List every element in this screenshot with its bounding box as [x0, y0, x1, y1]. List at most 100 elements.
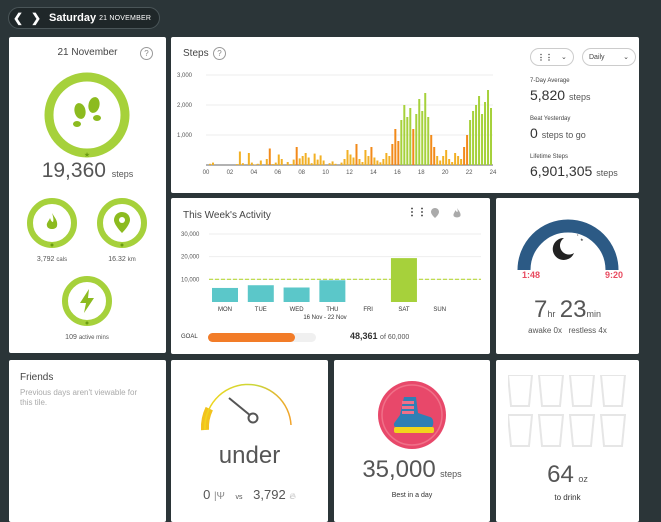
step-bar: [454, 153, 457, 165]
step-bar: [361, 162, 364, 165]
step-bar: [463, 147, 466, 165]
moon-icon: [552, 237, 574, 260]
x-tick-label: 22: [466, 170, 473, 176]
step-bar: [355, 144, 358, 165]
x-tick-label: 04: [250, 170, 257, 176]
step-bar: [268, 148, 271, 165]
active-minutes-ring[interactable]: [59, 273, 115, 329]
distance-unit: km: [127, 257, 136, 263]
summary-tile[interactable]: 21 November ? ★ 19,360 steps 3,792 cals …: [9, 37, 166, 353]
step-bar: [460, 159, 463, 165]
step-bar: [397, 141, 400, 165]
distance-value: 16.32: [108, 256, 126, 263]
next-day-button[interactable]: ❯: [27, 8, 45, 28]
footsteps-icon: [73, 97, 101, 127]
calorie-status: under: [218, 442, 281, 469]
sleep-start: 1:48: [522, 270, 541, 280]
period-select[interactable]: Daily ⌄: [582, 48, 636, 66]
x-tick-label: 08: [298, 170, 305, 176]
stat-unit: steps to go: [541, 130, 586, 140]
step-bar: [235, 164, 238, 165]
step-bar: [376, 160, 379, 165]
metric-select[interactable]: ⋮⋮ ⌄: [530, 48, 574, 66]
flame-icon: 🔥︎: [289, 491, 296, 501]
sleep-tile[interactable]: ★ • 1:48 9:20 7hr 23min awake 0x restless…: [496, 198, 639, 354]
step-bar: [445, 150, 448, 165]
stat-label: Lifetime Steps: [530, 154, 569, 160]
location-pin-icon[interactable]: [430, 207, 440, 219]
stat-value: 5,820: [530, 87, 566, 103]
step-bar: [253, 164, 256, 165]
y-tick-label: 10,000: [181, 277, 200, 283]
step-bar: [241, 163, 244, 165]
date-range-label: 16 Nov - 22 Nov: [303, 315, 346, 321]
step-bar: [274, 162, 277, 165]
water-glass-icon: [568, 375, 596, 407]
step-bar: [256, 163, 259, 165]
step-bar: [319, 155, 322, 165]
water-glasses[interactable]: [508, 375, 628, 455]
step-bar: [439, 160, 442, 165]
water-glass-icon: [508, 375, 534, 407]
y-tick-label: 2,000: [177, 103, 193, 109]
summary-date: 21 November: [57, 47, 118, 58]
step-bar: [307, 157, 310, 165]
stat-label: 7-Day Average: [530, 78, 570, 84]
food-plan-tile[interactable]: under 0 |Ψ vs 3,792 🔥︎: [171, 360, 328, 522]
stat-value: 0: [530, 125, 538, 141]
x-tick-label: 14: [370, 170, 377, 176]
friends-tile[interactable]: Friends Previous days aren't viewable fo…: [9, 360, 166, 522]
step-bar: [406, 117, 409, 165]
step-bar: [367, 156, 370, 165]
help-icon[interactable]: ?: [213, 47, 226, 60]
step-bar: [427, 117, 430, 165]
sleep-minutes: 23: [559, 296, 587, 323]
step-bar: [421, 111, 424, 165]
svg-text:★: ★: [84, 151, 90, 159]
steps-tile[interactable]: Steps ? 1,000 2,000 3,000 00 02 04 06 08 10 12 14 1…: [171, 37, 639, 193]
goal-label: GOAL: [181, 334, 198, 340]
footsteps-icon[interactable]: ⋮⋮: [407, 207, 427, 218]
step-bar: [352, 157, 355, 165]
week-activity-tile[interactable]: This Week's Activity ⋮⋮ 10,000 20,000 30,0…: [171, 198, 490, 354]
step-bar: [382, 159, 385, 165]
date-navigator: ❮ ❯ Saturday 21 NOVEMBER: [8, 7, 160, 29]
calories-ring[interactable]: [24, 195, 80, 251]
flame-icon[interactable]: [452, 207, 462, 219]
day-label: TUE: [255, 307, 267, 313]
footsteps-icon: ⋮⋮: [537, 52, 553, 62]
stat-label: Beat Yesterday: [530, 116, 571, 122]
best-day-tile[interactable]: 35,000 steps Best in a day: [334, 360, 490, 522]
step-bar: [448, 159, 451, 165]
step-bar: [316, 159, 319, 165]
svg-text:★: ★: [580, 237, 584, 242]
sleep-end: 9:20: [605, 270, 624, 280]
step-bar: [358, 159, 361, 165]
previous-day-button[interactable]: ❮: [9, 8, 27, 28]
day-label: THU: [326, 307, 338, 313]
step-bar: [391, 144, 394, 165]
step-bar: [481, 114, 484, 165]
x-tick-label: 02: [227, 170, 234, 176]
active-value: 109: [65, 334, 77, 341]
x-tick-label: 00: [203, 170, 210, 176]
sleep-gauge: ★•: [517, 219, 619, 271]
distance-ring[interactable]: [94, 195, 150, 251]
step-bar: [403, 105, 406, 165]
water-tile[interactable]: 64 oz to drink: [496, 360, 639, 522]
y-tick-label: 3,000: [177, 73, 193, 79]
step-bar: [469, 120, 472, 165]
water-caption: to drink: [554, 493, 581, 502]
steps-ring[interactable]: ★: [41, 69, 133, 161]
step-bar: [280, 159, 283, 165]
sleep-restless: restless 4x: [568, 326, 607, 335]
step-bar: [475, 105, 478, 165]
step-bar: [208, 163, 211, 165]
day-bar: [212, 287, 238, 302]
step-bar: [250, 162, 253, 165]
help-icon[interactable]: ?: [140, 47, 153, 60]
step-bar: [328, 163, 331, 165]
step-bar: [211, 162, 214, 165]
best-day-unit: steps: [440, 469, 462, 479]
x-tick-label: 18: [418, 170, 425, 176]
